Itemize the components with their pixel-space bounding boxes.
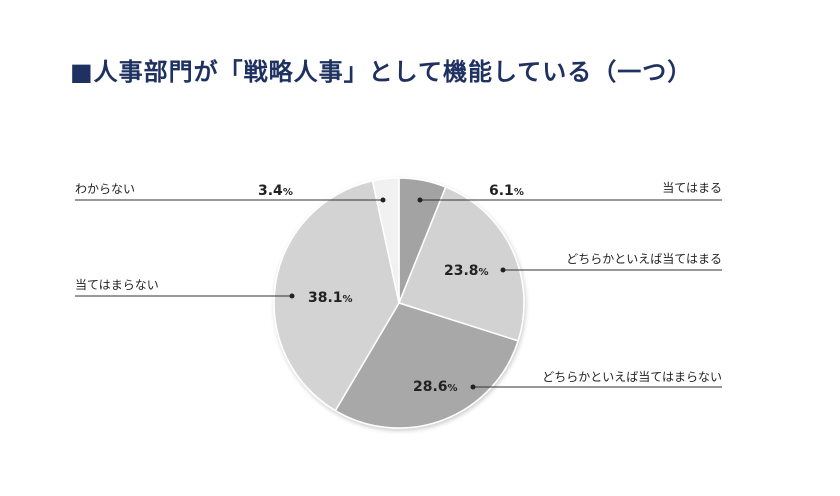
slice-label-0: 当てはまる <box>662 181 722 195</box>
pie-slice-4 <box>371 177 400 304</box>
value-label-4: 3.4% <box>258 183 293 199</box>
pie-slice-3 <box>273 179 400 412</box>
value-label-0: 6.1% <box>489 183 524 199</box>
value-label-1: 23.8% <box>444 263 489 279</box>
leader-dot-1 <box>500 267 506 273</box>
slice-label-1: どちらかといえば当てはまる <box>566 252 722 266</box>
value-label-2: 28.6% <box>413 379 458 395</box>
chart-title: ■人事部門が「戦略人事」として機能している（一つ） <box>70 58 693 86</box>
pie-slice-1 <box>398 186 525 342</box>
leader-dot-0 <box>417 197 423 203</box>
value-label-3: 38.1% <box>308 290 353 306</box>
slice-label-4: わからない <box>75 182 135 196</box>
slice-label-2: どちらかといえば当てはまらない <box>542 370 722 384</box>
leader-dot-4 <box>380 197 386 203</box>
leader-dot-2 <box>470 384 476 390</box>
slice-label-3: 当てはまらない <box>75 278 159 292</box>
leader-dot-3 <box>289 293 295 299</box>
